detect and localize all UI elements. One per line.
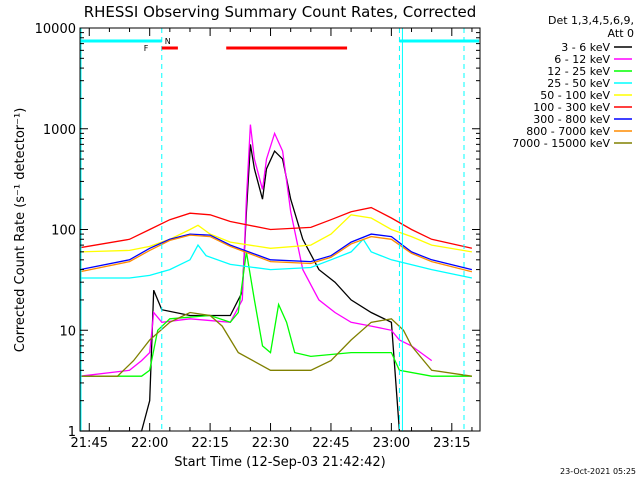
marker-layer: NF [80, 28, 479, 431]
footer-date: 23-Oct-2021 05:25 [560, 467, 636, 476]
series-line-4 [80, 238, 473, 279]
y-tick-label: 1 [68, 425, 76, 440]
series-line-3 [80, 251, 472, 377]
y-tick-label: 1000 [43, 123, 76, 138]
series-layer [79, 124, 473, 432]
x-tick-label: 22:15 [191, 436, 228, 451]
legend-header-line2: Att 0 [608, 27, 634, 40]
y-tick-label: 100 [51, 224, 76, 239]
series-line-6 [79, 206, 473, 249]
series-line-8 [79, 234, 473, 273]
x-tick-label: 21:45 [71, 436, 108, 451]
night-marker-label: N [165, 37, 171, 46]
chart-title: RHESSI Observing Summary Count Rates, Co… [84, 3, 477, 21]
legend-entry-label: 800 - 7000 keV [526, 125, 610, 138]
x-tick-label: 23:00 [373, 436, 410, 451]
legend-entry-label: 3 - 6 keV [561, 41, 610, 54]
flare-marker-label: F [144, 44, 149, 53]
y-tick-label: 10 [59, 324, 76, 339]
x-tick-label: 23:15 [433, 436, 470, 451]
series-line-9 [80, 311, 472, 377]
y-tick-label: 10000 [35, 22, 76, 37]
legend-header-line1: Det 1,3,4,5,6,9, [548, 14, 634, 27]
legend-entry-label: 12 - 25 keV [547, 65, 610, 78]
series-line-7 [79, 233, 473, 271]
legend-entry-label: 100 - 300 keV [533, 101, 610, 114]
x-tick-label: 22:30 [252, 436, 289, 451]
x-axis-label: Start Time (12-Sep-03 21:42:42) [174, 455, 385, 470]
legend-entry-label: 300 - 800 keV [533, 113, 610, 126]
x-tick-label: 22:45 [312, 436, 349, 451]
legend-entry-label: 7000 - 15000 keV [512, 137, 610, 150]
y-axis-label: Corrected Count Rate (s⁻¹ detector⁻¹) [13, 108, 28, 353]
legend-entry-label: 50 - 100 keV [540, 89, 610, 102]
legend-entry-label: 6 - 12 keV [554, 53, 610, 66]
y-axis: 1 10 100 1000 10000 [35, 22, 480, 440]
x-axis: 21:45 22:00 22:15 22:30 22:45 23:00 23:15 [71, 28, 473, 451]
legend-entry-label: 25 - 50 keV [547, 77, 610, 90]
series-line-5 [79, 214, 473, 253]
series-line-1 [80, 144, 452, 432]
x-tick-label: 22:00 [131, 436, 168, 451]
